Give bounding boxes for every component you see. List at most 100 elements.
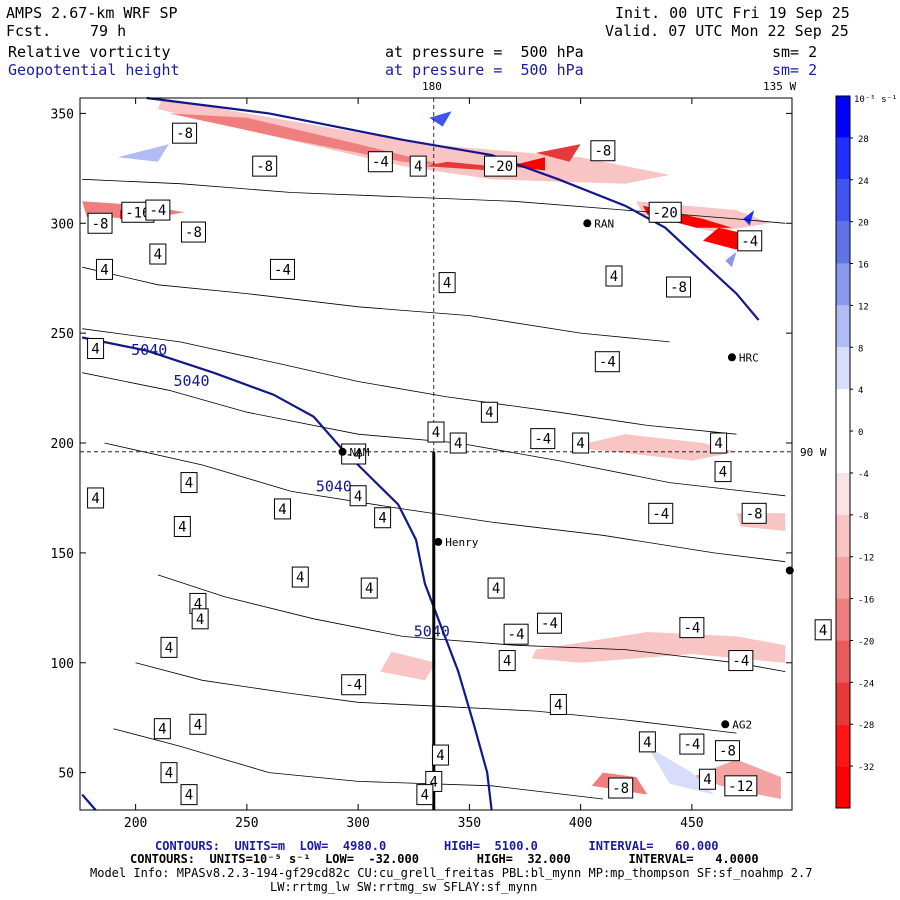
field2-name: Geopotential height — [8, 61, 180, 79]
colorbar-swatch — [836, 263, 850, 306]
vorticity-label: 4 — [273, 498, 291, 520]
vorticity-label-text: 4 — [703, 772, 711, 788]
colorbar-level-label: 8 — [858, 344, 863, 354]
vorticity-label: 4 — [416, 784, 434, 806]
vorticity-label: 4 — [549, 694, 567, 716]
vorticity-label-text: -4 — [372, 155, 389, 171]
vorticity-label-box — [427, 421, 445, 443]
vorticity-label: 4 — [153, 718, 171, 740]
vorticity-contour-line — [82, 266, 670, 343]
vorticity-label-text: 4 — [154, 247, 162, 263]
vorticity-label: -20 — [484, 155, 518, 177]
colorbar-level-label: -4 — [858, 470, 869, 480]
vorticity-label-box — [149, 243, 167, 265]
colorbar-swatch — [836, 96, 850, 138]
vorticity-label-box — [503, 623, 529, 645]
y-tick-label: 100 — [51, 657, 74, 672]
y-tick-label: 300 — [51, 217, 74, 232]
vorticity-label: -8 — [180, 221, 206, 243]
vorticity-label: 4 — [180, 472, 198, 494]
vorticity-shading — [82, 98, 786, 799]
vorticity-label: -4 — [679, 617, 705, 639]
vorticity-label: -8 — [608, 777, 634, 799]
colorbar-swatch — [836, 472, 850, 515]
vorticity-label: 4 — [498, 650, 516, 672]
vorticity-label-box — [95, 258, 113, 280]
colorbar-swatch — [836, 347, 850, 390]
vorticity-label-text: 4 — [185, 476, 193, 492]
vorticity-label-box — [87, 487, 105, 509]
vorticity-label-text: -8 — [612, 781, 629, 797]
colorbar-level-label: 4 — [858, 386, 863, 396]
vorticity-label-box — [87, 212, 113, 234]
vorticity-contour-line — [113, 728, 603, 800]
colorbar-swatch — [836, 766, 850, 808]
vorticity-label-box — [172, 122, 198, 144]
vorticity-label-text: 4 — [194, 596, 202, 612]
colorbar-level-label: -12 — [858, 554, 874, 564]
vorticity-label-text: 4 — [554, 698, 562, 714]
colorbar-swatch — [836, 598, 850, 641]
vorticity-label-text: -4 — [652, 506, 669, 522]
vorticity-label: 4 — [149, 243, 167, 265]
vorticity-label-text: 4 — [196, 612, 204, 628]
colorbar-swatch — [836, 221, 850, 264]
vorticity-label: 4 — [572, 432, 590, 454]
station-label: Henry — [445, 536, 478, 549]
vorticity-label-text: 4 — [819, 623, 827, 639]
footer-model-info-2: LW:rrtmg_lw SW:rrtmg_sw SFLAY:sf_mynn — [270, 880, 538, 894]
vorticity-contour-line — [157, 574, 786, 672]
vorticity-label: 4 — [87, 338, 105, 360]
vorticity-area — [509, 157, 545, 171]
colorbar-swatch — [836, 179, 850, 222]
height-contours: 5040 5040 5040 5040 — [81, 96, 760, 811]
vorticity-label: -4 — [269, 258, 295, 280]
vorticity-label-text: 4 — [503, 654, 511, 670]
vorticity-label: 4 — [714, 461, 732, 483]
vorticity-label-box — [191, 608, 209, 630]
vorticity-label-text: -20 — [488, 159, 513, 175]
vorticity-label-text: -8 — [594, 144, 611, 160]
meridian-90w-label: 90 W — [800, 446, 827, 459]
vorticity-label-text: -4 — [534, 432, 551, 448]
vorticity-label: -4 — [341, 674, 367, 696]
vorticity-label-text: 4 — [432, 425, 440, 441]
x-tick-label: 250 — [235, 816, 258, 831]
vorticity-label-box — [487, 577, 505, 599]
vorticity-label-text: 4 — [714, 436, 722, 452]
station-marker — [338, 447, 347, 456]
vorticity-label: -4 — [536, 612, 562, 634]
vorticity-label: 4 — [95, 258, 113, 280]
vorticity-label-box — [530, 428, 556, 450]
vorticity-label-box — [189, 713, 207, 735]
vorticity-label-box — [741, 502, 767, 524]
vorticity-label: 4 — [173, 516, 191, 538]
vorticity-label-text: -4 — [274, 262, 291, 278]
vorticity-label-text: 4 — [296, 570, 304, 586]
x-tick-label: 350 — [458, 816, 481, 831]
vorticity-label: -8 — [172, 122, 198, 144]
vorticity-label-box — [814, 619, 832, 641]
vorticity-label-text: 4 — [485, 405, 493, 421]
colorbar: 10⁻⁵ s⁻¹ 28 24 20 16 12 8 4 0 -4 -8 -12 -16 -20 -24 -28… — [835, 95, 897, 809]
vorticity-label: -4 — [648, 502, 674, 524]
vorticity-label-text: -8 — [185, 225, 202, 241]
colorbar-swatch — [836, 431, 850, 473]
field2-smoothing: sm= 2 — [772, 61, 818, 79]
y-tick-label: 150 — [51, 547, 74, 562]
vorticity-label: 4 — [449, 432, 467, 454]
vorticity-label-box — [87, 338, 105, 360]
x-tick-label: 450 — [680, 816, 703, 831]
stations: HRC Henry AG2 NAM RAN — [338, 217, 794, 731]
vorticity-area — [380, 651, 436, 681]
vorticity-label-box — [594, 351, 620, 373]
vorticity-label-box — [269, 258, 295, 280]
footer-height-contours: CONTOURS: UNITS=m LOW= 4980.0 HIGH= 5100… — [155, 839, 719, 853]
colorbar-level-label: -20 — [858, 637, 874, 647]
vorticity-label-text: -8 — [719, 744, 736, 760]
y-tick-label: 50 — [58, 767, 74, 782]
colorbar-swatch — [836, 682, 850, 725]
vorticity-area — [531, 632, 786, 663]
vorticity-label-box — [714, 461, 732, 483]
